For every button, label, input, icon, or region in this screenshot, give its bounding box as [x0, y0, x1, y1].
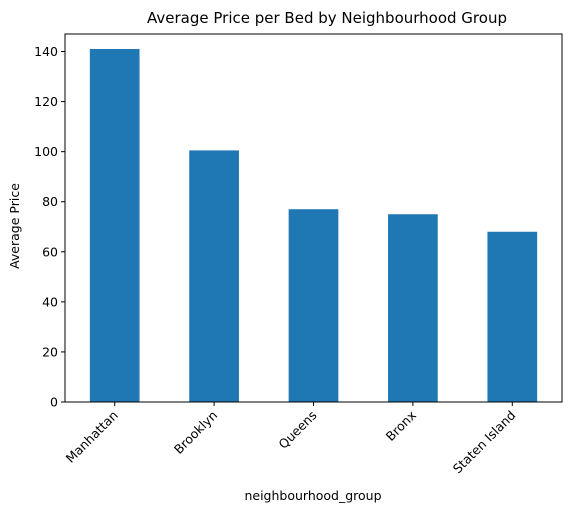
y-tick-label: 0 [50, 395, 58, 410]
y-tick-label: 40 [42, 294, 58, 309]
bar-brooklyn [189, 150, 239, 402]
x-tick-label: Queens [275, 408, 319, 452]
bar-queens [288, 209, 339, 402]
chart-title: Average Price per Bed by Neighbourhood G… [147, 9, 507, 27]
y-axis-ticks: 0 20 40 60 80 100 120 140 [34, 44, 65, 410]
x-axis-label: neighbourhood_group [244, 488, 381, 503]
y-tick-label: 140 [34, 44, 58, 59]
y-tick-label: 120 [34, 94, 58, 109]
bar-manhattan [89, 49, 140, 402]
plot-frame [64, 33, 563, 403]
x-axis-ticks: Manhattan Brooklyn Queens Bronx Staten Islan… [63, 402, 519, 477]
x-tick-label: Brooklyn [171, 408, 220, 457]
y-tick-label: 100 [34, 144, 58, 159]
y-tick-label: 80 [42, 194, 58, 209]
y-tick-label: 60 [42, 244, 58, 259]
y-tick-label: 20 [42, 344, 58, 359]
x-tick-label: Manhattan [63, 408, 121, 466]
x-tick-label: Staten Island [450, 408, 519, 477]
bar-staten-island [487, 231, 538, 402]
bars-group [89, 49, 538, 402]
x-tick-label: Bronx [383, 408, 419, 444]
y-axis-label: Average Price [7, 183, 22, 269]
bar-bronx [388, 214, 438, 402]
